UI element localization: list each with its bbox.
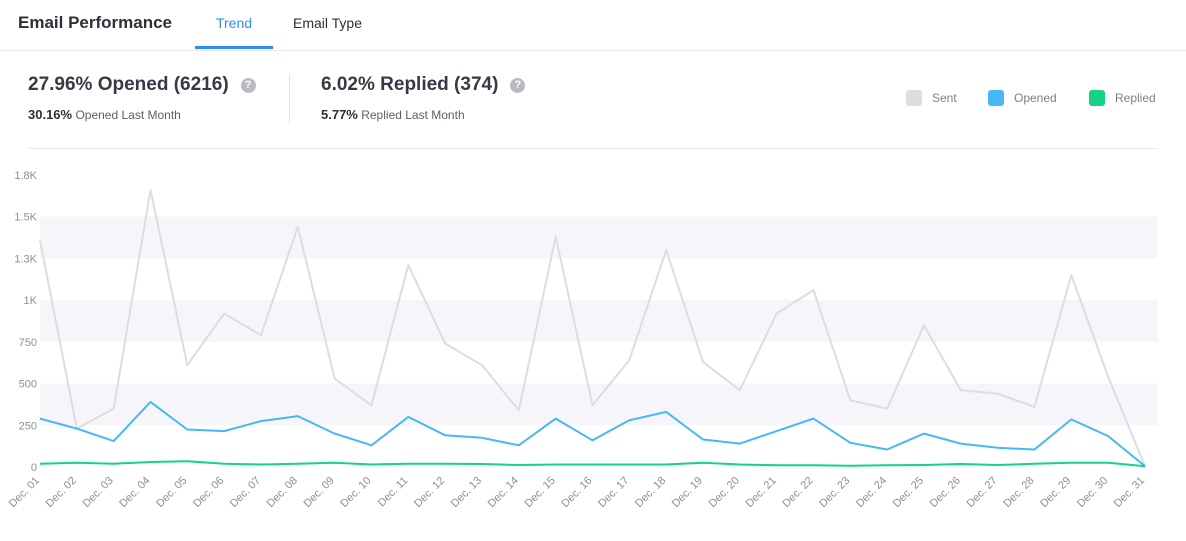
replied-stat-value: 6.02% Replied (374) [321, 74, 499, 95]
legend-item-opened[interactable]: Opened [988, 90, 1057, 106]
x-tick-label: Dec. 17 [596, 475, 631, 510]
x-tick-label: Dec. 19 [670, 475, 705, 510]
x-tick-label: Dec. 02 [44, 475, 79, 510]
replied-stat-main: 6.02% Replied (374) ? [321, 74, 526, 96]
y-tick-label: 1.8K [14, 170, 37, 182]
replied-last-month-value: 5.77% [321, 107, 358, 122]
header: Email Performance Trend Email Type [0, 0, 1186, 51]
x-tick-label: Dec. 18 [633, 475, 668, 510]
x-tick-label: Dec. 07 [228, 475, 263, 510]
tab-email-type[interactable]: Email Type [293, 15, 362, 31]
y-tick-label: 500 [19, 379, 37, 391]
y-tick-label: 1.3K [14, 253, 37, 265]
x-tick-label: Dec. 23 [817, 475, 852, 510]
y-tick-label: 250 [19, 420, 37, 432]
opened-last-month-label: Opened Last Month [75, 108, 181, 122]
tab-trend[interactable]: Trend [215, 15, 253, 31]
opened-stat-main: 27.96% Opened (6216) ? [28, 74, 256, 96]
help-icon[interactable]: ? [240, 77, 256, 93]
stats-divider [289, 74, 290, 124]
x-tick-label: Dec. 29 [1038, 475, 1073, 510]
x-tick-label: Dec. 14 [486, 475, 521, 510]
opened-last-month: 30.16% Opened Last Month [28, 107, 256, 122]
legend-swatch-replied [1089, 90, 1105, 106]
active-tab-indicator [195, 46, 273, 49]
series-line-replied [39, 460, 1146, 468]
legend-label-replied: Replied [1115, 91, 1156, 105]
x-tick-label: Dec. 04 [117, 475, 152, 510]
x-tick-label: Dec. 10 [338, 475, 373, 510]
x-tick-label: Dec. 16 [559, 475, 594, 510]
x-tick-label: Dec. 20 [707, 475, 742, 510]
page-title: Email Performance [18, 13, 173, 32]
x-tick-label: Dec. 26 [928, 475, 963, 510]
x-tick-label: Dec. 11 [376, 475, 411, 510]
x-tick-label: Dec. 15 [522, 475, 557, 510]
x-tick-label: Dec. 28 [1001, 475, 1036, 510]
legend-label-opened: Opened [1014, 91, 1057, 105]
replied-stat: 6.02% Replied (374) ? 5.77% Replied Last… [321, 74, 526, 122]
grid-band [40, 216, 1158, 259]
legend-swatch-sent [906, 90, 922, 106]
x-tick-label: Dec. 12 [412, 475, 447, 510]
series-line-sent [39, 189, 1146, 467]
y-tick-label: 1.5K [14, 212, 37, 224]
legend-item-replied[interactable]: Replied [1089, 90, 1156, 106]
section-divider [28, 148, 1158, 149]
x-tick-label: Dec. 05 [154, 475, 189, 510]
x-tick-label: Dec. 27 [964, 475, 999, 510]
replied-last-month: 5.77% Replied Last Month [321, 107, 525, 122]
legend-label-sent: Sent [932, 91, 957, 105]
x-tick-label: Dec. 03 [80, 475, 115, 510]
legend-item-sent[interactable]: Sent [906, 90, 957, 106]
y-tick-label: 1K [24, 295, 38, 307]
x-tick-label: Dec. 22 [780, 475, 815, 510]
x-tick-label: Dec. 06 [191, 475, 226, 510]
x-tick-label: Dec. 24 [854, 475, 889, 510]
grid-band [40, 300, 1158, 342]
legend-swatch-opened [988, 90, 1004, 106]
grid-band [40, 383, 1158, 426]
opened-stat-value: 27.96% Opened (6216) [28, 74, 229, 95]
x-tick-label: Dec. 09 [301, 475, 336, 510]
x-tick-label: Dec. 30 [1075, 475, 1110, 510]
replied-last-month-label: Replied Last Month [361, 108, 465, 122]
help-icon[interactable]: ? [510, 77, 526, 93]
x-tick-label: Dec. 25 [891, 475, 926, 510]
x-tick-label: Dec. 08 [265, 475, 300, 510]
y-tick-label: 0 [31, 462, 37, 474]
x-tick-label: Dec. 13 [449, 475, 484, 510]
opened-stat: 27.96% Opened (6216) ? 30.16% Opened Las… [28, 74, 256, 122]
x-tick-label: Dec. 21 [743, 475, 778, 510]
x-tick-label: Dec. 01 [7, 475, 42, 510]
y-tick-label: 750 [19, 337, 37, 349]
series-line-opened [39, 400, 1146, 467]
opened-last-month-value: 30.16% [28, 107, 73, 122]
x-tick-label: Dec. 31 [1112, 475, 1147, 510]
